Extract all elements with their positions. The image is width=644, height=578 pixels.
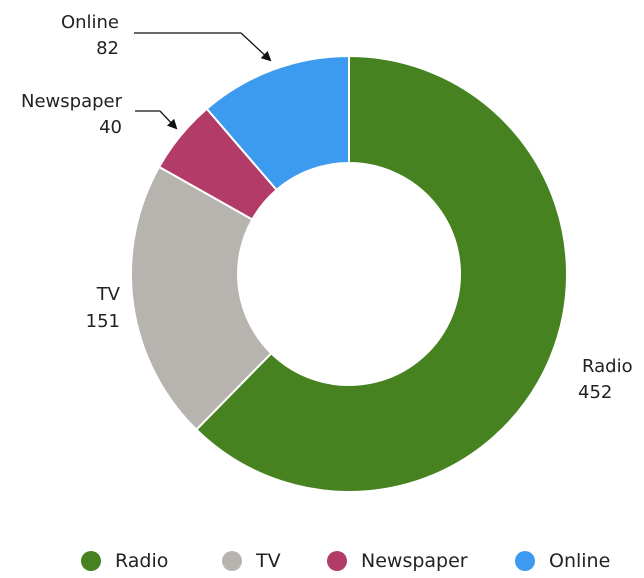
legend-label-online: Online [549, 550, 611, 572]
slices-group [130, 54, 568, 493]
legend-label-radio: Radio [115, 550, 169, 572]
slice-label-newspaper: Newspaper [21, 91, 123, 112]
legend-marker-online [515, 551, 535, 571]
legend-label-tv: TV [256, 550, 281, 572]
slice-value-newspaper: 40 [99, 117, 122, 138]
slice-online[interactable] [205, 54, 350, 192]
slice-value-tv: 151 [86, 311, 120, 332]
legend-label-newspaper: Newspaper [361, 550, 468, 572]
slice-label-online: Online [61, 12, 119, 33]
legend-item-radio[interactable]: Radio [81, 546, 168, 576]
legend-marker-newspaper [327, 551, 347, 571]
connector-online [134, 32, 272, 62]
slice-value-radio: 452 [578, 382, 612, 403]
legend-item-tv[interactable]: TV [222, 546, 281, 576]
legend-marker-tv [222, 551, 242, 571]
slice-label-tv: TV [96, 284, 121, 305]
legend-item-online[interactable]: Online [515, 546, 610, 576]
slice-tv[interactable] [130, 165, 273, 432]
slice-radio[interactable] [194, 54, 568, 493]
legend: Radio TV Newspaper Online [0, 546, 644, 576]
legend-marker-radio [81, 551, 101, 571]
connector-newspaper [135, 110, 178, 130]
legend-item-newspaper[interactable]: Newspaper [327, 546, 468, 576]
slice-label-radio: Radio [582, 356, 633, 377]
label-connectors [134, 32, 272, 130]
slice-value-online: 82 [96, 38, 119, 59]
